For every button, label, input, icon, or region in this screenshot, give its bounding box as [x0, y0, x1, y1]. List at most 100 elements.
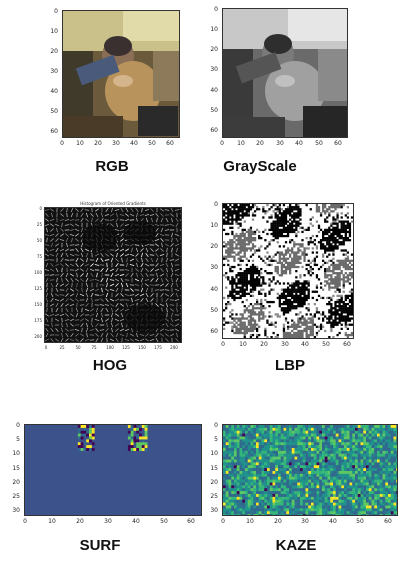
- lbp-cell: [328, 274, 331, 277]
- kaze-cell: [390, 439, 394, 443]
- kaze-cell: [261, 511, 265, 515]
- lbp-cell: [291, 230, 294, 234]
- lbp-cell: [332, 228, 335, 232]
- kaze-cell: [291, 442, 295, 446]
- hog-gradient-stroke: [139, 338, 145, 342]
- kaze-cell: [368, 442, 372, 446]
- lbp-cell: [342, 317, 345, 320]
- kaze-cell: [256, 427, 259, 431]
- lbp-cell: [315, 307, 319, 310]
- kaze-cell: [322, 499, 325, 503]
- kaze-cell: [264, 442, 268, 446]
- lbp-cell: [229, 245, 232, 248]
- hog-gradient-stroke: [120, 223, 124, 227]
- lbp-cell: [352, 282, 353, 285]
- hog-gradient-stroke: [180, 288, 181, 290]
- kaze-cell: [261, 476, 265, 480]
- hog-gradient-stroke: [144, 243, 150, 247]
- kaze-cell: [330, 479, 334, 483]
- kaze-cell: [225, 468, 229, 472]
- surf-cell: [88, 433, 92, 437]
- lbp-cell: [297, 298, 300, 302]
- kaze-cell: [338, 508, 342, 512]
- kaze-cell: [338, 425, 342, 428]
- kaze-cell: [313, 499, 317, 503]
- lbp-cell: [338, 321, 341, 324]
- kaze-cell: [327, 427, 331, 431]
- lbp-cell: [307, 270, 310, 273]
- kaze-cell: [283, 514, 287, 515]
- lbp-cell: [258, 315, 261, 318]
- kaze-cell: [352, 436, 356, 440]
- kaze-cell: [225, 488, 229, 492]
- kaze-cell: [236, 439, 240, 443]
- lbp-cell: [342, 305, 345, 308]
- kaze-cell: [319, 491, 323, 495]
- lbp-cell: [336, 224, 339, 227]
- kaze-cell: [275, 488, 279, 492]
- hog-gradient-stroke: [64, 219, 70, 221]
- kaze-cell: [341, 499, 345, 503]
- lbp-cell: [326, 228, 329, 232]
- lbp-cell: [328, 214, 331, 217]
- kaze-cell: [349, 456, 353, 460]
- lbp-cell: [280, 253, 284, 256]
- lbp-cell: [338, 300, 341, 304]
- lbp-cell: [293, 286, 296, 289]
- hog-gradient-stroke: [101, 272, 103, 278]
- lbp-cell: [278, 204, 281, 207]
- kaze-cell: [231, 473, 235, 477]
- lbp-cell: [299, 300, 302, 304]
- lbp-cell: [270, 232, 273, 236]
- lbp-cell: [342, 226, 345, 229]
- lbp-cell: [239, 272, 242, 275]
- kaze-cell: [349, 482, 353, 486]
- kaze-cell: [239, 494, 243, 497]
- lbp-cell: [251, 290, 255, 293]
- lbp-cell: [256, 228, 259, 232]
- kaze-cell: [283, 505, 287, 509]
- kaze-cell: [324, 499, 328, 503]
- lbp-cell: [241, 300, 244, 304]
- kaze-cell: [379, 453, 383, 457]
- hog-gradient-stroke: [91, 297, 93, 303]
- lbp-cell: [330, 307, 333, 310]
- lbp-cell: [313, 303, 317, 306]
- lbp-cell: [346, 278, 350, 281]
- kaze-cell: [388, 456, 391, 460]
- hog-gradient-stroke: [169, 259, 175, 261]
- surf-cell: [91, 442, 95, 446]
- hog-gradient-stroke: [75, 262, 79, 268]
- hog-gradient-stroke: [55, 267, 59, 273]
- lbp-cell: [282, 218, 286, 221]
- lbp-cell: [256, 298, 259, 302]
- lbp-cell: [235, 284, 238, 287]
- lbp-cell: [280, 294, 284, 298]
- lbp-cell: [301, 300, 304, 304]
- lbp-cell: [315, 311, 319, 314]
- lbp-cell: [243, 336, 246, 338]
- lbp-cell: [223, 317, 226, 320]
- kaze-cell: [264, 445, 268, 449]
- lbp-cell: [247, 321, 251, 324]
- lbp-cell: [256, 284, 259, 287]
- hog-gradient-stroke: [84, 209, 90, 211]
- lbp-cell: [309, 325, 312, 328]
- rgb-xtick: 40: [130, 140, 138, 147]
- kaze-cell: [346, 430, 350, 434]
- hog-gradient-stroke: [110, 257, 114, 263]
- kaze-cell: [308, 456, 312, 460]
- kaze-cell: [322, 471, 325, 474]
- kaze-cell: [352, 468, 356, 472]
- lbp-caption: LBP: [275, 357, 305, 374]
- kaze-cell: [327, 448, 331, 451]
- lbp-cell: [249, 325, 253, 328]
- kaze-cell: [324, 473, 328, 477]
- kaze-cell: [368, 427, 372, 431]
- lbp-cell: [328, 208, 331, 211]
- hog-gradient-stroke: [94, 299, 100, 301]
- kaze-xtick: 20: [274, 518, 282, 525]
- kaze-cell: [327, 430, 331, 434]
- lbp-cell: [303, 292, 306, 295]
- kaze-cell: [294, 439, 298, 443]
